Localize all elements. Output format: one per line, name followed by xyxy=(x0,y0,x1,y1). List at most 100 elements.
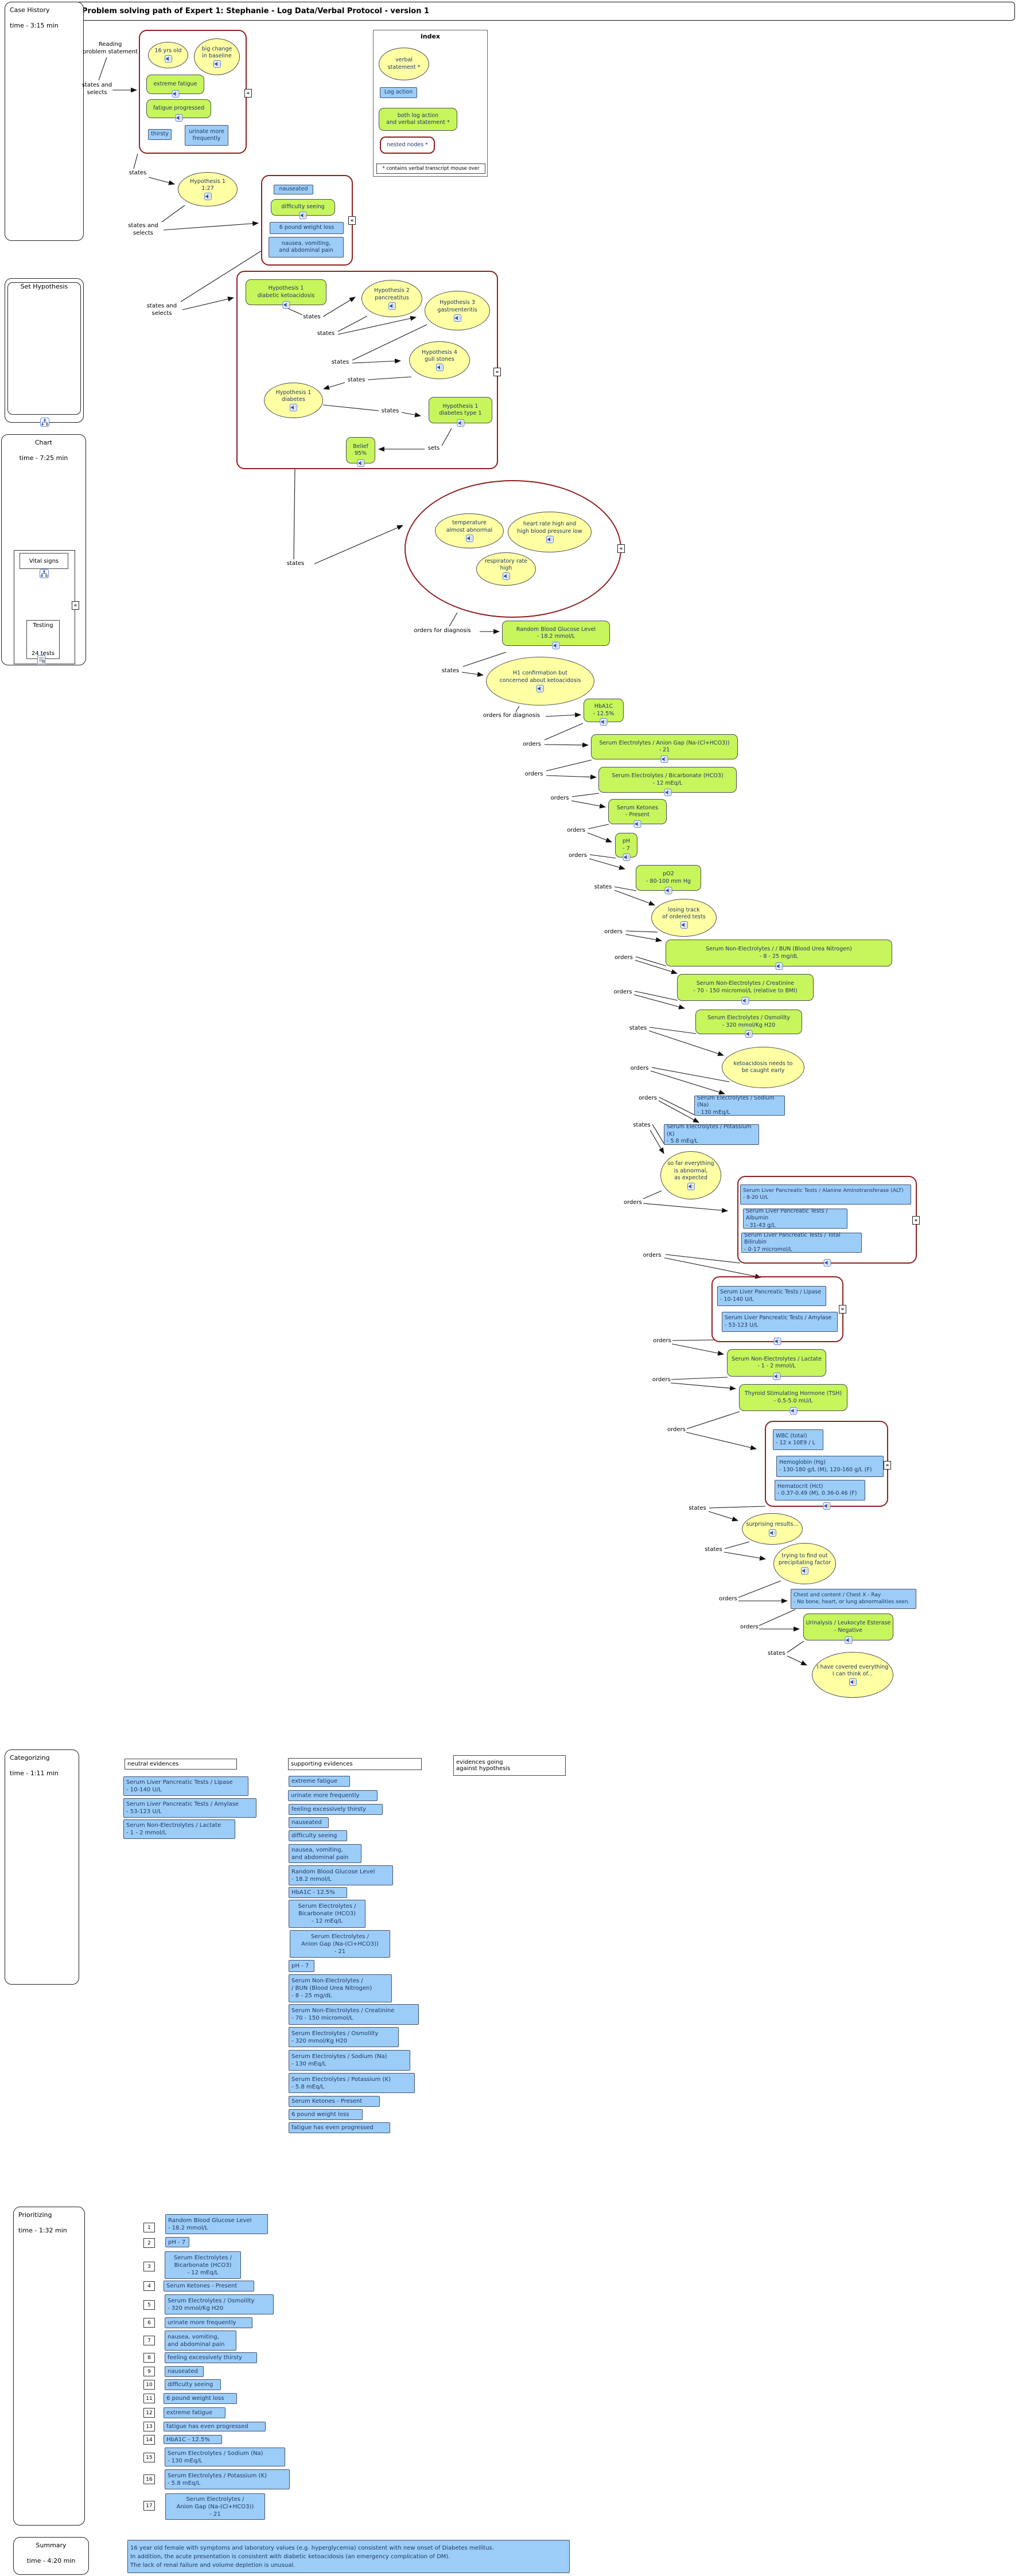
audio-transcript-icon[interactable] xyxy=(435,364,444,372)
node-hba1c-12-5[interactable]: HbA1C - 12.5% xyxy=(584,699,624,726)
audio-transcript-icon[interactable] xyxy=(789,1407,797,1414)
category-item-serum-non-electrolytes-bun-blood-urea-nitrogen-8[interactable]: Serum Non-Electrolytes / / BUN (Blood Ur… xyxy=(289,1974,392,2002)
node-serum-electrolytes-anion-gap-na-cl-hco3-21[interactable]: Serum Electrolytes / Anion Gap (Na-(Cl+H… xyxy=(591,734,738,763)
category-item-serum-liver-pancreatic-tests-amylase-53-123-u-l[interactable]: Serum Liver Pancreatic Tests / Amylase -… xyxy=(123,1798,256,1818)
priority-item-nausea-vomiting-and-abdominal-pain[interactable]: nausea, vomiting, and abdominal pain xyxy=(165,2331,236,2351)
audio-transcript-icon[interactable] xyxy=(768,1529,776,1537)
node-losing-track-of-ordered-tests[interactable]: losing track of ordered tests xyxy=(651,899,717,937)
document-icon[interactable] xyxy=(37,655,45,664)
node-belief-95[interactable]: Belief 95% xyxy=(346,437,375,467)
audio-transcript-icon[interactable] xyxy=(741,997,749,1004)
category-item-hba1c-12-5[interactable]: HbA1C - 12.5% xyxy=(289,1887,347,1898)
node-surprising-results[interactable]: surprising results... xyxy=(742,1513,803,1545)
audio-transcript-icon[interactable] xyxy=(623,854,630,861)
audio-transcript-icon[interactable] xyxy=(453,314,461,322)
priority-item-random-blood-glucose-level-18-2-mmol-l[interactable]: Random Blood Glucose Level - 18.2 mmol/L xyxy=(165,2214,268,2234)
priority-item-fatigue-has-even-progressed[interactable]: fatigue has even progressed xyxy=(164,2422,266,2431)
audio-transcript-icon[interactable] xyxy=(465,534,473,542)
priority-item-ph-7[interactable]: pH - 7 xyxy=(165,2237,189,2247)
node-serum-liver-pancreatic-tests-alanine-aminotransf[interactable]: Serum Liver Pancreatic Tests / Alanine A… xyxy=(740,1184,911,1205)
node-i-have-covered-everything-i-can-think-of[interactable]: I have covered everything I can think of… xyxy=(812,1652,893,1698)
node-hypothesis-1-diabetes-type-1[interactable]: Hypothesis 1 diabetes type 1 xyxy=(429,397,492,427)
priority-item-difficulty-seeing[interactable]: difficulty seeing xyxy=(165,2379,221,2390)
node-so-far-everything-is-abnormal-as-expected[interactable]: so far everything is abnormal, as expect… xyxy=(660,1151,721,1199)
node-thirsty[interactable]: thirsty xyxy=(148,129,172,140)
node-16-yrs-old[interactable]: 16 yrs old xyxy=(148,42,188,68)
audio-transcript-icon[interactable] xyxy=(680,921,688,929)
category-item-random-blood-glucose-level-18-2-mmol-l[interactable]: Random Blood Glucose Level - 18.2 mmol/L xyxy=(289,1865,393,1885)
category-item-extreme-fatigue[interactable]: extreme fatigue xyxy=(289,1776,350,1787)
category-item-feeling-excessively-thirsty[interactable]: feeling excessively thirsty xyxy=(289,1804,383,1815)
node-serum-non-electrolytes-creatinine-70-150-micromo[interactable]: Serum Non-Electrolytes / Creatinine - 70… xyxy=(677,974,814,1004)
category-item-serum-electrolytes-bicarbonate-hco3-12-meq-l[interactable]: Serum Electrolytes / Bicarbonate (HCO3) … xyxy=(289,1900,365,1928)
priority-item-serum-electrolytes-osmolilty-320-mmol-kg-h20[interactable]: Serum Electrolytes / Osmolilty - 320 mmo… xyxy=(165,2294,274,2314)
node-difficulty-seeing[interactable]: difficulty seeing xyxy=(271,199,335,219)
node-random-blood-glucose-level-18-2-mmol-l[interactable]: Random Blood Glucose Level - 18.2 mmol/L xyxy=(502,621,610,649)
node-summary-text[interactable]: 16 year old female with symptoms and lab… xyxy=(127,2540,570,2573)
node-trying-to-find-out-precipitating-factor[interactable]: trying to find out precipitating factor xyxy=(773,1543,836,1584)
node-serum-electrolytes-osmolilty-320-mmol-kg-h20[interactable]: Serum Electrolytes / Osmolilty - 320 mmo… xyxy=(695,1010,802,1038)
node-serum-ketones-present[interactable]: Serum Ketones - Present xyxy=(608,799,667,828)
audio-transcript-icon[interactable] xyxy=(773,1338,781,1345)
collapse-chevron-icon[interactable]: « xyxy=(244,89,252,98)
node-serum-liver-pancreatic-tests-total-bilirubin-0-1[interactable]: Serum Liver Pancreatic Tests / Total Bil… xyxy=(741,1232,862,1253)
priority-item-serum-electrolytes-bicarbonate-hco3-12-meq-l[interactable]: Serum Electrolytes / Bicarbonate (HCO3) … xyxy=(165,2251,241,2279)
node-urinate-more-frequently[interactable]: urinate more frequently xyxy=(185,125,228,146)
category-item-serum-electrolytes-sodium-na-130-meq-l[interactable]: Serum Electrolytes / Sodium (Na) - 130 m… xyxy=(289,2050,410,2071)
audio-transcript-icon[interactable] xyxy=(845,1636,852,1644)
collapse-chevron-icon[interactable]: « xyxy=(617,544,625,553)
node-testing[interactable]: Testing 24 tests xyxy=(26,620,60,659)
audio-transcript-icon[interactable] xyxy=(552,642,560,649)
collapse-chevron-icon[interactable]: « xyxy=(72,601,79,610)
node-hypothesis-4-gull-stones[interactable]: Hypothesis 4 gull stones xyxy=(409,341,470,379)
node-h1-confirmation-but-concerned-about-ketoacidosis[interactable]: H1 confirmation but concerned about keto… xyxy=(486,657,594,706)
node-nauseated[interactable]: nauseated xyxy=(274,185,313,194)
category-item-urinate-more-frequently[interactable]: urinate more frequently xyxy=(288,1790,378,1801)
audio-transcript-icon[interactable] xyxy=(204,193,212,201)
node-hypothesis-1-diabetes[interactable]: Hypothesis 1 diabetes xyxy=(264,383,323,418)
category-item-difficulty-seeing[interactable]: difficulty seeing xyxy=(289,1830,347,1841)
audio-transcript-icon[interactable] xyxy=(849,1678,857,1686)
node-big-change-in-baseline[interactable]: big change in baseline xyxy=(194,38,240,75)
audio-transcript-icon[interactable] xyxy=(213,60,221,68)
priority-item-6-pound-weight-loss[interactable]: 6 pound weight loss xyxy=(164,2393,237,2404)
audio-transcript-icon[interactable] xyxy=(823,1259,831,1266)
expand-tree-icon[interactable] xyxy=(40,569,49,578)
category-item-serum-electrolytes-anion-gap-na-cl-hco3-21[interactable]: Serum Electrolytes / Anion Gap (Na-(Cl+H… xyxy=(290,1930,390,1958)
node-ph-7[interactable]: pH - 7 xyxy=(615,833,637,861)
category-item-serum-non-electrolytes-creatinine-70-150-micromo[interactable]: Serum Non-Electrolytes / Creatinine - 70… xyxy=(289,2004,419,2025)
audio-transcript-icon[interactable] xyxy=(775,962,783,970)
node-serum-non-electrolytes-bun-blood-urea-nitrogen-8[interactable]: Serum Non-Electrolytes / / BUN (Blood Ur… xyxy=(666,940,892,970)
node-serum-electrolytes-potassium-k-5-8-meq-l[interactable]: Serum Electrolytes / Potassium (K) - 5.8… xyxy=(664,1124,759,1145)
node-hypothesis-1-diabetic-ketoacidosis[interactable]: Hypothesis 1 diabetic ketoacidosis xyxy=(246,279,326,309)
audio-transcript-icon[interactable] xyxy=(801,1567,808,1575)
node-serum-liver-pancreatic-tests-amylase-53-123-u-l[interactable]: Serum Liver Pancreatic Tests / Amylase -… xyxy=(722,1312,838,1332)
category-item-nauseated[interactable]: nauseated xyxy=(289,1817,329,1828)
collapse-chevron-icon[interactable]: « xyxy=(912,1216,920,1225)
node-hemoglobin-hg-130-180-g-l-m-120-160-g-l-f[interactable]: Hemoglobin (Hg) - 130-180 g/L (M), 120-1… xyxy=(776,1456,884,1477)
priority-item-serum-electrolytes-potassium-k-5-8-meq-l[interactable]: Serum Electrolytes / Potassium (K) - 5.8… xyxy=(165,2469,290,2489)
audio-transcript-icon[interactable] xyxy=(457,419,464,427)
audio-transcript-icon[interactable] xyxy=(388,302,396,310)
audio-transcript-icon[interactable] xyxy=(687,1182,695,1190)
priority-item-urinate-more-frequently[interactable]: urinate more frequently xyxy=(165,2317,252,2328)
priority-item-serum-electrolytes-sodium-na-130-meq-l[interactable]: Serum Electrolytes / Sodium (Na) - 130 m… xyxy=(165,2448,285,2466)
node-chest-and-content-chest-x-ray-no-bone-heart-or-l[interactable]: Chest and content / Chest X - Ray - No b… xyxy=(791,1589,916,1609)
node-temperature-almost-abnormal[interactable]: temperature almost abnormal xyxy=(435,513,504,548)
node-serum-electrolytes-sodium-na-130-meq-l[interactable]: Serum Electrolytes / Sodium (Na) - 130 m… xyxy=(694,1095,785,1116)
audio-transcript-icon[interactable] xyxy=(823,1502,830,1510)
collapse-chevron-icon[interactable]: « xyxy=(493,368,501,376)
category-item-serum-non-electrolytes-lactate-1-2-mmol-l[interactable]: Serum Non-Electrolytes / Lactate - 1 - 2… xyxy=(123,1819,235,1839)
node-po2-80-100-mm-hg[interactable]: pO2 - 80-100 mm Hg xyxy=(636,865,701,894)
node-serum-electrolytes-bicarbonate-hco3-12-meq-l[interactable]: Serum Electrolytes / Bicarbonate (HCO3) … xyxy=(598,767,737,796)
collapse-chevron-icon[interactable]: « xyxy=(884,1461,891,1470)
node-respiratory-rate-high[interactable]: respiratory rate high xyxy=(476,552,536,586)
category-item-fatigue-has-even-progressed[interactable]: fatigue has even progressed xyxy=(289,2122,390,2133)
audio-transcript-icon[interactable] xyxy=(299,212,307,219)
audio-transcript-icon[interactable] xyxy=(536,684,544,692)
audio-transcript-icon[interactable] xyxy=(175,114,182,122)
node-serum-liver-pancreatic-tests-lipase-10-140-u-l[interactable]: Serum Liver Pancreatic Tests / Lipase - … xyxy=(717,1286,826,1306)
audio-transcript-icon[interactable] xyxy=(282,301,290,309)
audio-transcript-icon[interactable] xyxy=(633,820,641,828)
category-item-serum-ketones-present[interactable]: Serum Ketones - Present xyxy=(289,2096,380,2107)
